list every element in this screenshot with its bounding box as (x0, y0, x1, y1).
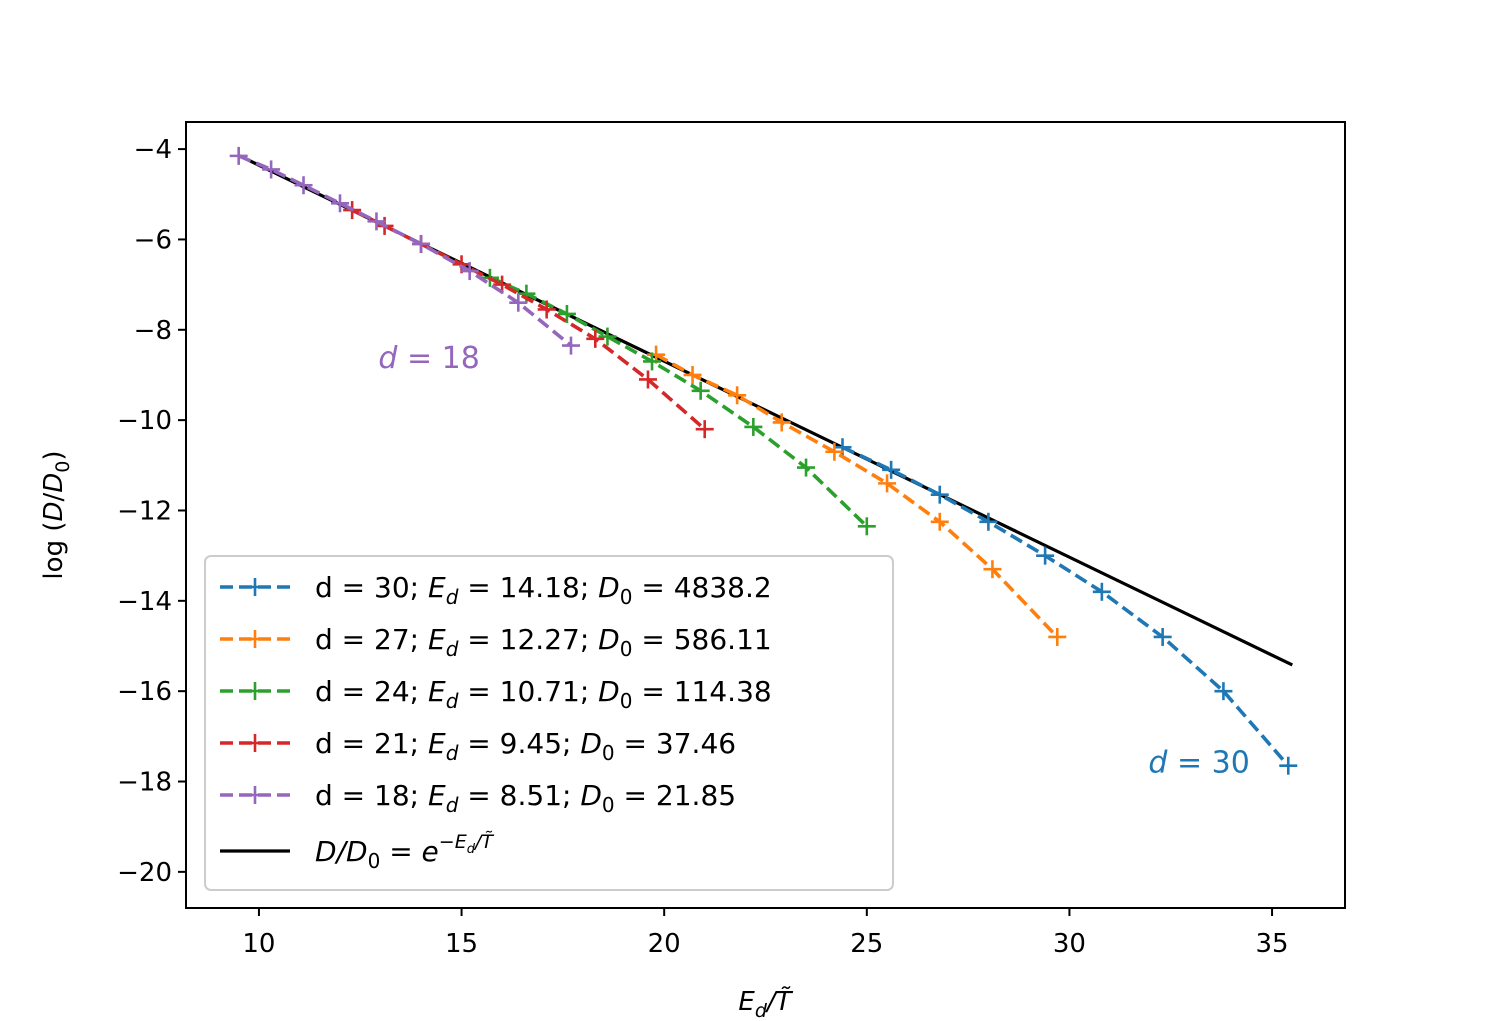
x-tick-label: 35 (1256, 929, 1289, 959)
series-line-3 (351, 208, 706, 431)
y-tick-label: −10 (117, 406, 172, 436)
x-tick-label: 30 (1053, 929, 1086, 959)
data-point (229, 146, 248, 165)
data-point (557, 304, 576, 323)
y-tick-label: −6 (134, 225, 172, 255)
data-point (1036, 546, 1055, 565)
annotation-layer: d = 18 d = 30 (378, 341, 1249, 780)
y-axis-label: log (D/D0) (39, 450, 74, 579)
legend-label: d = 30; Ed = 14.18; D0 = 4838.2 (315, 571, 772, 609)
data-point (367, 212, 386, 231)
legend: d = 30; Ed = 14.18; D0 = 4838.2 d = 27; E… (204, 555, 894, 891)
data-point (643, 352, 662, 371)
data-point (1279, 756, 1298, 775)
data-point (772, 413, 791, 432)
data-point (882, 460, 901, 479)
data-point (1153, 627, 1172, 646)
data-point (1048, 627, 1067, 646)
legend-marker (246, 578, 264, 596)
data-point (412, 234, 431, 253)
data-point (744, 417, 763, 436)
series-line-4 (237, 154, 573, 347)
data-point (797, 458, 816, 477)
data-point (1092, 582, 1111, 601)
data-point (262, 160, 281, 179)
data-point (598, 327, 617, 346)
axes-frame (185, 121, 1346, 909)
legend-label: d = 21; Ed = 9.45; D0 = 37.46 (315, 727, 736, 765)
y-tick-label: −20 (117, 858, 172, 888)
legend-entry: d = 30; Ed = 14.18; D0 = 4838.2 (220, 571, 772, 609)
series-layer (229, 146, 1298, 775)
data-point (825, 442, 844, 461)
data-point (294, 176, 313, 195)
legend-label-fit: D/D0 = e−Ed/T̃ (315, 831, 494, 873)
x-tick-label: 10 (242, 929, 275, 959)
legend-marker (246, 630, 264, 648)
data-point (983, 560, 1002, 579)
legend-label: d = 27; Ed = 12.27; D0 = 586.11 (315, 623, 772, 661)
data-point (683, 365, 702, 384)
x-axis-label: Ed/T̃ (738, 985, 793, 1021)
data-point (537, 300, 556, 319)
series-line-1 (655, 353, 1059, 639)
legend-entry: d = 27; Ed = 12.27; D0 = 586.11 (220, 623, 772, 661)
annotation: d = 30 (1148, 745, 1249, 780)
legend-marker (246, 734, 264, 752)
data-point (561, 336, 580, 355)
data-point (695, 420, 714, 439)
data-point (460, 262, 479, 281)
x-tick-label: 25 (850, 929, 883, 959)
y-tick-label: −4 (134, 135, 172, 165)
annotation: d = 18 (378, 341, 479, 376)
y-tick-label: −16 (117, 677, 172, 707)
data-point (833, 438, 852, 457)
data-point (586, 329, 605, 348)
data-point (509, 293, 528, 312)
legend-entry-fit: D/D0 = e−Ed/T̃ (220, 831, 494, 873)
legend-entry: d = 18; Ed = 8.51; D0 = 21.85 (220, 779, 736, 817)
legend-label: d = 24; Ed = 10.71; D0 = 114.38 (315, 675, 772, 713)
legend-box (204, 555, 894, 891)
x-tick-label: 20 (648, 929, 681, 959)
legend-marker (246, 682, 264, 700)
legend-entry: d = 21; Ed = 9.45; D0 = 37.46 (220, 727, 736, 765)
data-point (930, 512, 949, 531)
data-point (930, 485, 949, 504)
y-tick-label: −14 (117, 587, 172, 617)
legend-entry: d = 24; Ed = 10.71; D0 = 114.38 (220, 675, 772, 713)
x-tick-label: 15 (445, 929, 478, 959)
data-point (1214, 682, 1233, 701)
ticks-layer: 10 15 20 25 30 35 −4 −6 −8 −10 −12 −14 −16 −18 −20 (117, 135, 1288, 959)
data-point (979, 512, 998, 531)
series-line-0 (841, 445, 1290, 767)
data-point (638, 370, 657, 389)
y-tick-label: −8 (134, 316, 172, 346)
y-tick-label: −12 (117, 496, 172, 526)
data-point (330, 194, 349, 213)
y-tick-label: −18 (117, 768, 172, 798)
legend-marker (246, 786, 264, 804)
data-point (878, 474, 897, 493)
data-point (857, 517, 876, 536)
legend-label: d = 18; Ed = 8.51; D0 = 21.85 (315, 779, 736, 817)
data-point (728, 386, 747, 405)
data-point (691, 381, 710, 400)
